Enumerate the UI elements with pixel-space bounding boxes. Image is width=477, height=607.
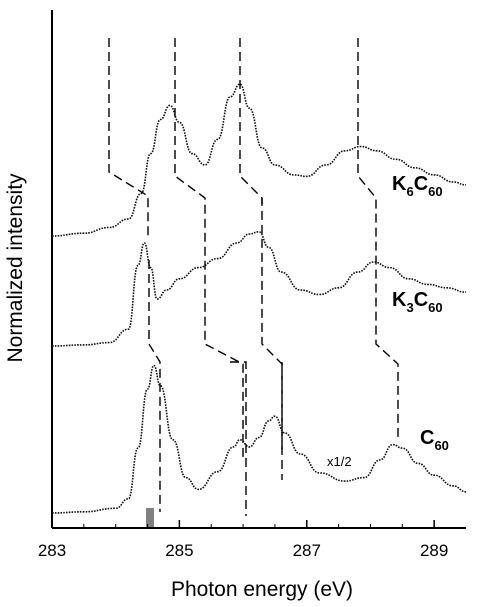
peak-guide-line [358,38,398,438]
series-line-c60 [52,366,466,514]
x-tick-label: 289 [420,541,448,560]
peak-guide-line [175,38,243,462]
series-label-c60: C60 [420,427,449,453]
scale-annotation: x1/2 [327,454,352,469]
series-line-k6c60 [52,84,466,236]
peak-guides [109,38,398,516]
x-tick-label: 283 [38,541,66,560]
peak-guide-line [149,260,160,512]
x-tick-label: 285 [165,541,193,560]
peak-guide-line [109,38,148,236]
y-axis-title: Normalized intensity [4,173,27,363]
x-ticks: 283 285 287 289 [38,520,449,560]
x-tick-label: 287 [293,541,321,560]
series-label-k3c60: K3C60 [392,289,443,315]
series-label-k6c60: K6C60 [392,173,443,199]
x-axis-title: Photon energy (eV) [171,578,353,601]
